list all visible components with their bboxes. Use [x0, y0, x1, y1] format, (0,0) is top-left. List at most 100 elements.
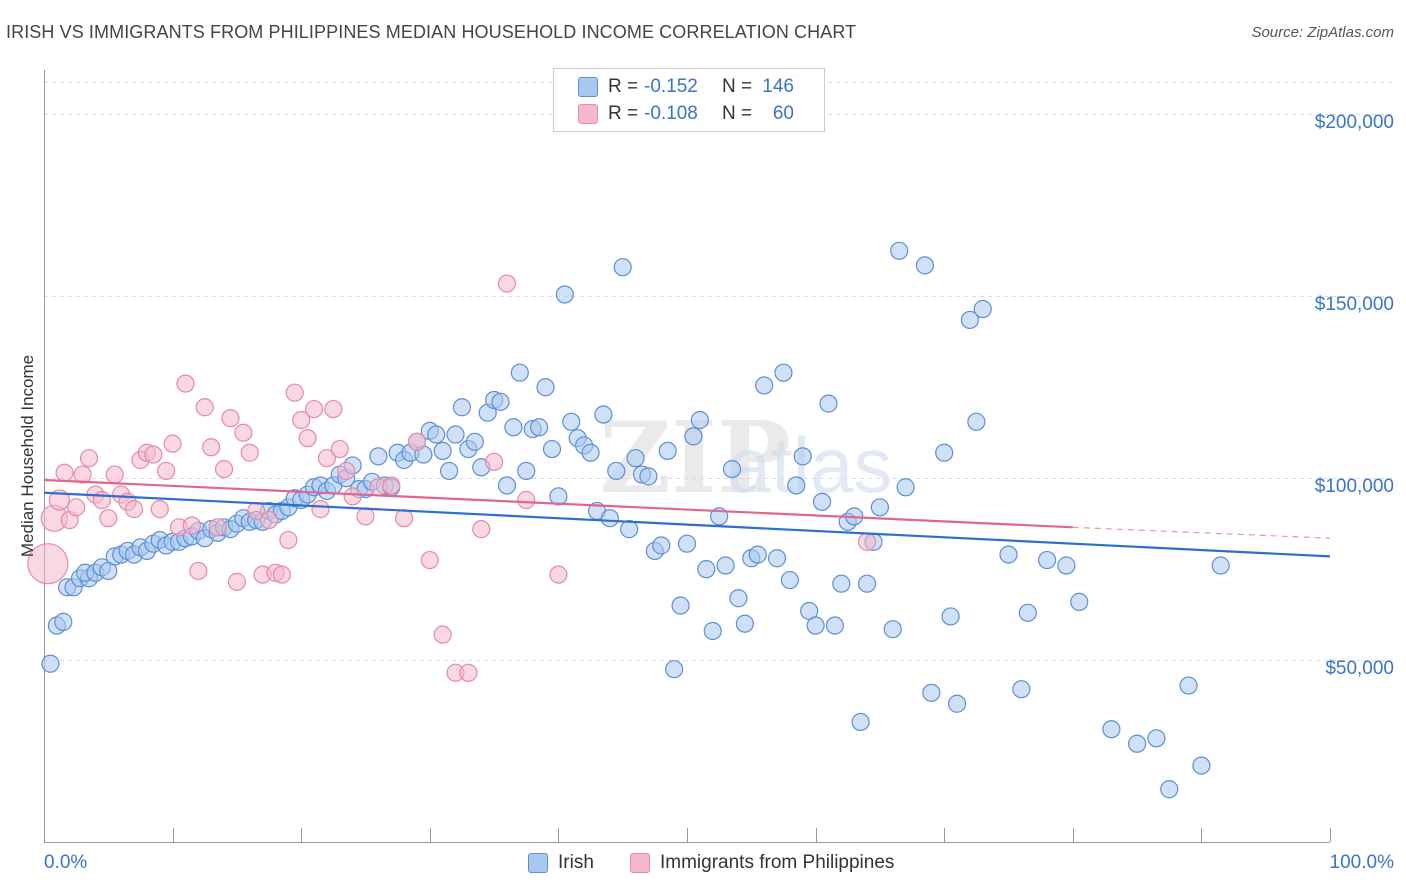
legend-swatch-philippines — [578, 104, 598, 124]
philippines-point — [144, 445, 163, 464]
philippines-point — [343, 487, 362, 506]
irish-point — [870, 498, 890, 517]
philippines-point — [99, 509, 118, 528]
irish-point — [677, 534, 697, 553]
irish-point — [787, 476, 806, 495]
philippines-point — [517, 490, 536, 510]
irish-point — [41, 654, 60, 673]
irish-point — [465, 432, 484, 451]
philippines-point — [189, 561, 208, 581]
trend-line-philippines-extension — [1072, 526, 1331, 539]
irish-point — [1012, 680, 1031, 699]
irish-point — [825, 616, 844, 635]
irish-point — [433, 441, 452, 461]
philippines-point — [420, 550, 439, 570]
irish-point — [607, 461, 626, 481]
irish-point — [658, 441, 677, 461]
philippines-point — [55, 463, 74, 482]
irish-point — [819, 394, 838, 413]
irish-point — [832, 574, 851, 593]
philippines-point — [240, 443, 259, 462]
irish-point — [504, 418, 523, 437]
philippines-point — [298, 429, 317, 448]
irish-point — [748, 545, 767, 564]
philippines-point — [549, 565, 568, 584]
irish-point — [915, 256, 935, 275]
series-legend-irish[interactable]: Irish — [528, 852, 594, 874]
irish-point — [851, 712, 870, 732]
data-points — [27, 241, 1230, 799]
legend-n-label: N = — [722, 103, 753, 124]
philippines-point — [182, 516, 201, 535]
irish-point — [755, 376, 774, 395]
y-axis-title: Median Household Income — [18, 354, 37, 558]
series-legend-philippines[interactable]: Immigrants from Philippines — [630, 852, 894, 874]
philippines-point — [157, 461, 176, 481]
philippines-point — [176, 374, 195, 393]
philippines-point — [472, 520, 491, 539]
irish-point — [1160, 780, 1179, 799]
philippines-point — [92, 490, 111, 510]
philippines-point — [227, 572, 246, 591]
philippines-point — [259, 510, 279, 530]
irish-point — [536, 378, 555, 397]
series-label-philippines: Immigrants from Philippines — [660, 852, 895, 873]
philippines-point — [292, 410, 311, 430]
y-tick-label: $200,000 — [1314, 112, 1394, 134]
irish-point — [806, 616, 825, 635]
legend-r-label: R = — [608, 103, 639, 124]
irish-point — [793, 447, 812, 466]
philippines-point — [279, 530, 298, 550]
irish-point — [1070, 592, 1089, 611]
philippines-point — [317, 449, 337, 468]
philippines-point — [202, 438, 221, 457]
legend-n-value: 60 — [772, 103, 794, 124]
irish-point — [620, 520, 639, 539]
philippines-point — [382, 476, 401, 495]
irish-point — [1037, 550, 1057, 570]
philippines-point — [79, 449, 99, 468]
irish-point — [941, 607, 960, 626]
philippines-point — [459, 663, 478, 682]
philippines-point — [285, 383, 304, 402]
philippines-point — [73, 465, 92, 484]
philippines-point — [356, 507, 375, 526]
legend-swatch-irish — [578, 77, 598, 97]
irish-point — [973, 299, 992, 319]
x-tick-label-start: 0.0% — [44, 852, 88, 873]
watermark-atlas: atlas — [728, 421, 893, 509]
philippines-point — [150, 500, 169, 519]
irish-point — [439, 461, 459, 481]
philippines-point — [234, 423, 253, 442]
philippines-point — [105, 465, 124, 484]
irish-point — [555, 285, 574, 304]
irish-point — [427, 425, 446, 444]
irish-point — [690, 410, 709, 430]
axes — [44, 70, 1331, 843]
irish-point — [562, 412, 581, 431]
irish-point — [697, 560, 716, 579]
philippines-point — [311, 500, 330, 519]
irish-point — [922, 683, 941, 702]
philippines-point — [330, 439, 349, 459]
irish-point — [600, 509, 619, 528]
philippines-point — [221, 409, 240, 428]
irish-point — [716, 556, 735, 575]
irish-point — [1179, 676, 1198, 695]
irish-point — [947, 694, 967, 713]
irish-point — [735, 614, 754, 633]
y-tick-label: $150,000 — [1314, 294, 1394, 316]
philippines-point — [485, 452, 504, 471]
irish-point — [452, 398, 472, 417]
irish-point — [594, 405, 613, 424]
philippines-point — [48, 489, 71, 511]
irish-point — [767, 549, 787, 568]
irish-point — [510, 363, 529, 382]
trend-lines — [43, 478, 1331, 558]
irish-point — [960, 310, 980, 330]
legend-r-label: R = — [608, 76, 639, 97]
y-tick-label: $100,000 — [1314, 476, 1394, 498]
irish-point — [549, 487, 568, 506]
irish-point — [369, 447, 388, 466]
irish-point — [1127, 734, 1147, 753]
